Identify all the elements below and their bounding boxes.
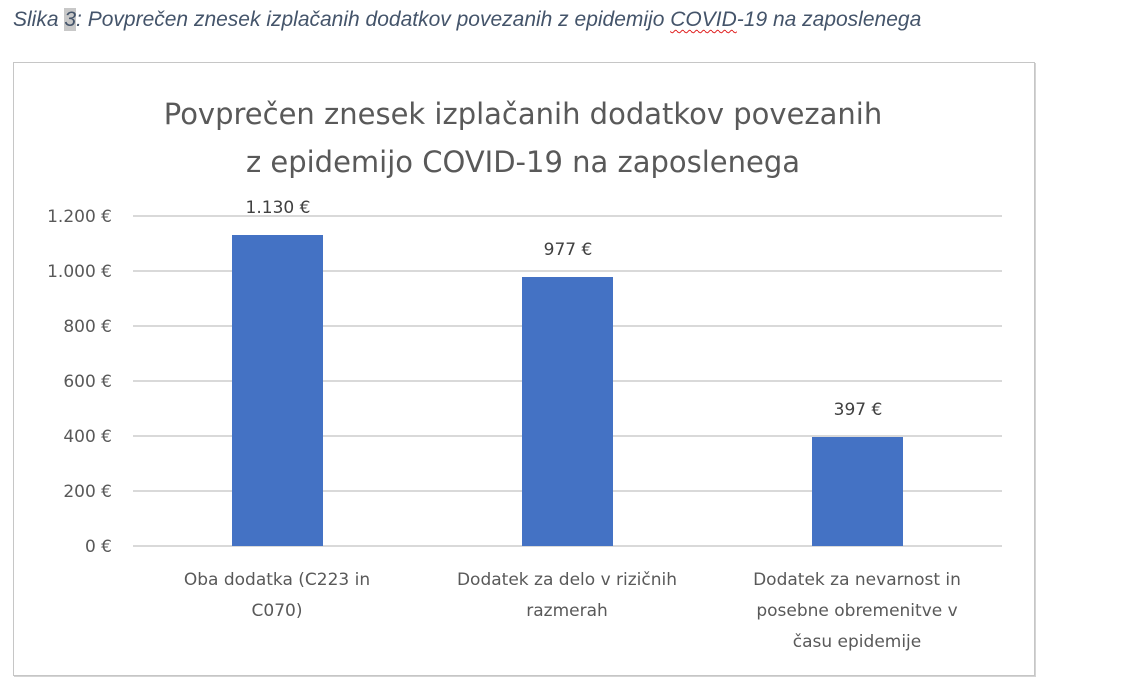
gridline-1200 [133,215,1002,217]
x-label-line: Dodatek za nevarnost in [753,570,961,590]
chart-title: Povprečen znesek izplačanih dodatkov pov… [0,90,1046,186]
y-tick-label: 1.000 € [47,262,112,282]
caption-text: : Povprečen znesek izplačanih dodatkov p… [76,8,671,31]
x-category-label: Dodatek za delo v rizičnih razmerah [427,565,707,627]
x-category-label: Oba dodatka (C223 in C070) [137,565,417,627]
gridline-0 [133,545,1002,547]
x-category-label: Dodatek za nevarnost in posebne obremeni… [717,565,997,658]
y-tick-label: 0 € [84,537,112,557]
x-label-line: C070) [251,601,303,621]
caption-prefix: Slika [13,8,65,31]
data-label: 397 € [833,400,883,420]
x-label-line: posebne obremenitve v [756,601,958,621]
data-label: 977 € [543,240,593,260]
figure-caption: Slika 3: Povprečen znesek izplačanih dod… [13,8,921,32]
caption-text-end: -19 na zaposlenega [736,8,922,31]
y-tick-label: 800 € [63,317,112,337]
bar-hazard-workload[interactable] [812,437,903,546]
y-tick-label: 600 € [63,372,112,392]
x-label-line: Oba dodatka (C223 in [183,570,371,590]
y-tick-label: 400 € [63,427,112,447]
x-label-line: času epidemije [792,632,922,652]
bar-risk-conditions[interactable] [522,277,613,546]
spellcheck-flagged-word[interactable]: COVID [670,8,737,31]
caption-number: 3 [64,8,77,31]
y-tick-label: 200 € [63,482,112,502]
bar-both-allowances[interactable] [232,235,323,546]
y-tick-label: 1.200 € [47,207,112,227]
x-label-line: razmerah [526,601,608,621]
x-label-line: Dodatek za delo v rizičnih [456,570,678,590]
data-label: 1.130 € [245,198,311,218]
chart-title-line-2: z epidemijo COVID-19 na zaposlenega [245,145,801,179]
gridline-1000 [133,270,1002,272]
chart-title-line-1: Povprečen znesek izplačanih dodatkov pov… [163,97,883,131]
